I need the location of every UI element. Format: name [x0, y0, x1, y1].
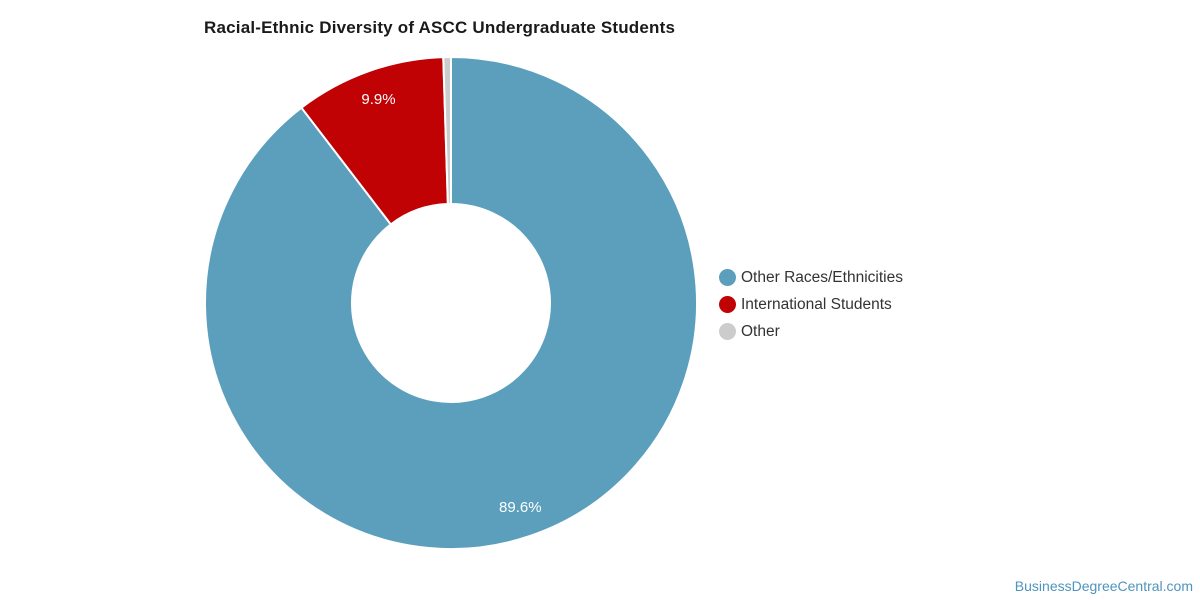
legend-label: International Students	[741, 295, 892, 313]
legend: Other Races/Ethnicities International Stu…	[719, 264, 903, 345]
pie-slice-other	[442, 55, 452, 206]
slice-label-international-students: 9.9%	[361, 91, 395, 108]
legend-marker-icon	[719, 323, 736, 340]
legend-item-international-students: International Students	[719, 291, 903, 318]
legend-item-other: Other	[719, 318, 903, 345]
watermark-link[interactable]: BusinessDegreeCentral.com	[1014, 578, 1193, 594]
legend-label: Other	[741, 322, 780, 340]
legend-marker-icon	[719, 269, 736, 286]
slice-label-other-races-ethnicities: 89.6%	[499, 499, 542, 516]
legend-label: Other Races/Ethnicities	[741, 268, 903, 286]
legend-marker-icon	[719, 296, 736, 313]
chart-title: Racial-Ethnic Diversity of ASCC Undergra…	[204, 18, 676, 37]
pie-slice-other-races-ethnicities	[204, 56, 698, 550]
legend-item-other-races-ethnicities: Other Races/Ethnicities	[719, 264, 903, 291]
